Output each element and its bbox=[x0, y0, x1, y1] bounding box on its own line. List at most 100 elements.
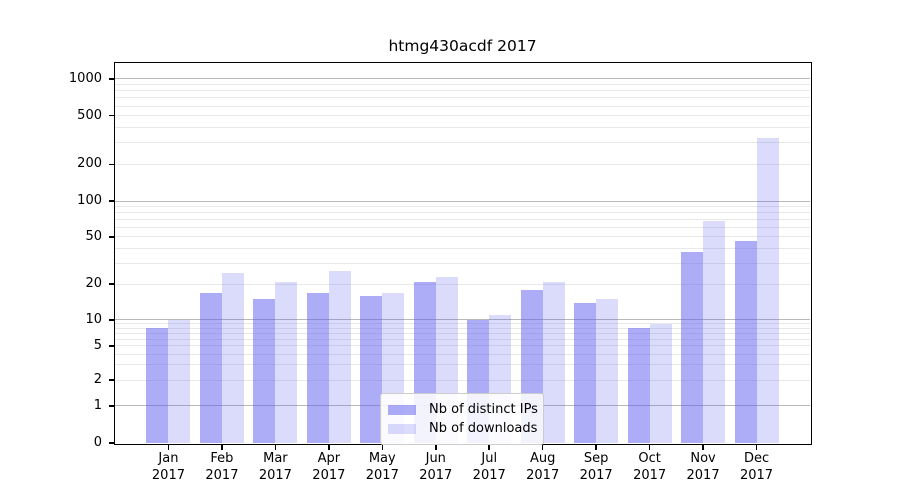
y-tick-mark bbox=[108, 405, 114, 407]
bar-downloads bbox=[221, 272, 244, 443]
x-tick-mark bbox=[648, 444, 651, 450]
gridline-minor bbox=[115, 323, 810, 325]
y-tick-mark bbox=[108, 236, 114, 238]
bar-downloads bbox=[649, 323, 672, 443]
legend-label-distinct-ips: Nb of distinct IPs bbox=[429, 402, 538, 417]
gridline-minor bbox=[115, 236, 810, 238]
x-tick-mark bbox=[221, 444, 223, 450]
gridline-minor bbox=[115, 345, 810, 347]
gridline-minor bbox=[115, 205, 810, 207]
gridline-minor bbox=[115, 226, 810, 228]
x-tick-mark bbox=[595, 444, 597, 450]
legend-row-downloads: Nb of downloads bbox=[388, 419, 538, 438]
gridline-minor bbox=[115, 142, 810, 144]
gridline-major bbox=[115, 319, 810, 321]
gridline-minor bbox=[115, 218, 810, 220]
x-tick-mark bbox=[328, 444, 330, 450]
x-tick-label: Jun 2017 bbox=[419, 451, 453, 483]
gridline-minor bbox=[115, 338, 810, 340]
gridline-minor bbox=[115, 332, 810, 334]
bar-distinct-ips bbox=[574, 302, 597, 443]
bar-distinct-ips bbox=[306, 292, 329, 443]
x-tick-label: Apr 2017 bbox=[312, 451, 346, 483]
y-tick-mark bbox=[108, 379, 114, 381]
gridline-major bbox=[115, 200, 810, 202]
x-tick-mark bbox=[488, 444, 490, 450]
y-tick-label: 50 bbox=[85, 228, 102, 244]
legend-row-distinct-ips: Nb of distinct IPs bbox=[388, 400, 538, 419]
bar-downloads bbox=[756, 137, 779, 443]
gridline-minor bbox=[115, 262, 810, 264]
y-tick-label: 2 bbox=[93, 372, 102, 388]
bar-distinct-ips bbox=[146, 328, 169, 443]
bar-distinct-ips bbox=[360, 295, 383, 443]
bar-distinct-ips bbox=[734, 241, 757, 443]
gridline-minor bbox=[115, 247, 810, 249]
x-tick-mark bbox=[381, 444, 384, 450]
gridline-minor bbox=[115, 90, 810, 92]
x-tick-mark bbox=[541, 444, 544, 450]
bar-downloads bbox=[542, 281, 565, 443]
x-tick-mark bbox=[702, 444, 704, 450]
y-tick-label: 500 bbox=[77, 107, 102, 123]
y-tick-label: 20 bbox=[85, 276, 102, 292]
bar-downloads bbox=[275, 281, 298, 443]
x-tick-label: Aug 2017 bbox=[526, 451, 560, 483]
x-tick-label: Mar 2017 bbox=[258, 451, 292, 483]
gridline-minor bbox=[115, 163, 810, 165]
gridline-minor bbox=[115, 283, 810, 285]
y-tick-label: 10 bbox=[85, 311, 102, 327]
gridline-minor bbox=[115, 97, 810, 99]
bar-downloads bbox=[596, 299, 619, 443]
y-tick-mark bbox=[108, 200, 114, 202]
y-tick-label: 5 bbox=[93, 337, 102, 353]
gridline-minor bbox=[115, 105, 810, 107]
y-tick-mark bbox=[108, 442, 114, 444]
legend-swatch-downloads bbox=[388, 423, 416, 434]
gridline-minor bbox=[115, 364, 810, 366]
x-tick-mark bbox=[755, 444, 758, 450]
legend: Nb of distinct IPs Nb of downloads bbox=[380, 393, 544, 445]
x-tick-label: May 2017 bbox=[365, 451, 399, 483]
x-tick-mark bbox=[274, 444, 277, 450]
y-tick-label: 1000 bbox=[68, 70, 102, 86]
x-tick-label: Jan 2017 bbox=[151, 451, 185, 483]
y-tick-mark bbox=[108, 78, 114, 80]
y-tick-mark bbox=[108, 283, 114, 285]
gridline-minor bbox=[115, 379, 810, 381]
y-tick-label: 200 bbox=[77, 156, 102, 172]
bar-distinct-ips bbox=[681, 252, 704, 443]
x-tick-label: Feb 2017 bbox=[205, 451, 239, 483]
y-tick-mark bbox=[108, 163, 114, 166]
bar-downloads bbox=[328, 270, 351, 443]
gridline-minor bbox=[115, 353, 810, 355]
y-tick-mark bbox=[108, 114, 114, 117]
x-tick-label: Jul 2017 bbox=[472, 451, 506, 483]
gridline-minor bbox=[115, 212, 810, 214]
y-tick-label: 100 bbox=[77, 193, 102, 209]
x-tick-label: Nov 2017 bbox=[686, 451, 720, 483]
x-tick-mark bbox=[167, 444, 170, 450]
y-tick-label: 1 bbox=[93, 397, 102, 413]
y-tick-mark bbox=[108, 345, 114, 347]
gridline-minor bbox=[115, 127, 810, 129]
bar-downloads bbox=[703, 220, 726, 443]
x-tick-mark bbox=[435, 444, 437, 450]
x-tick-label: Dec 2017 bbox=[739, 451, 774, 483]
gridline-major bbox=[115, 78, 810, 80]
bar-distinct-ips bbox=[199, 292, 222, 443]
bar-distinct-ips bbox=[627, 328, 650, 443]
x-tick-label: Oct 2017 bbox=[633, 451, 667, 483]
gridline-minor bbox=[115, 84, 810, 86]
x-tick-label: Sep 2017 bbox=[579, 451, 613, 483]
legend-label-downloads: Nb of downloads bbox=[429, 421, 538, 436]
plot-frame bbox=[113, 61, 812, 445]
bar-distinct-ips bbox=[253, 299, 276, 443]
y-tick-mark bbox=[108, 319, 114, 321]
gridline-minor bbox=[115, 327, 810, 329]
bar-downloads bbox=[168, 319, 191, 443]
y-tick-label: 0 bbox=[93, 435, 102, 450]
legend-swatch-distinct-ips bbox=[388, 404, 416, 415]
chart-title: htmg430acdf 2017 bbox=[388, 37, 537, 55]
